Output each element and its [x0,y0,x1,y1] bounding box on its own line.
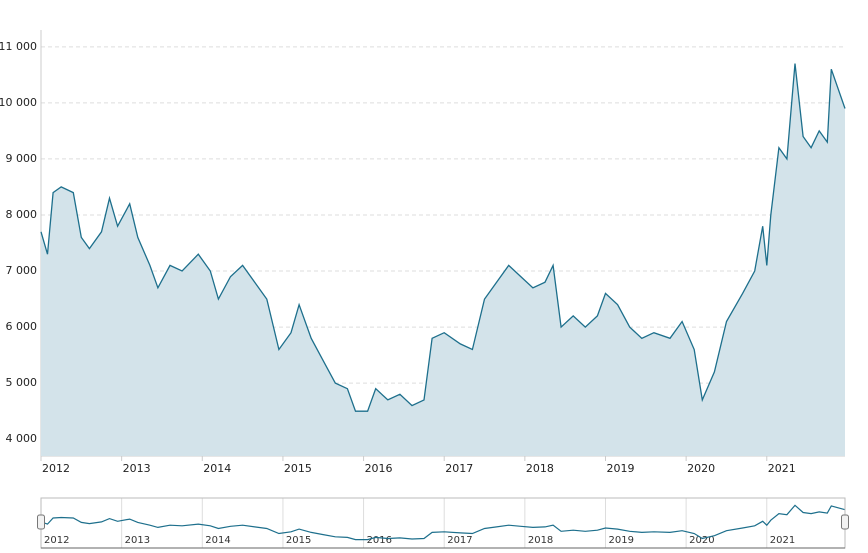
y-tick-label: 7 000 [6,264,38,277]
y-tick-label: 11 000 [0,40,37,53]
navigator-tick-label: 2021 [770,535,795,546]
navigator-handle[interactable] [37,514,45,530]
navigator-frame [40,497,846,549]
navigator-tick-label: 2019 [608,535,633,546]
navigator-tick-label: 2016 [367,535,392,546]
y-tick-label: 5 000 [6,376,38,389]
x-tick-label: 2020 [687,462,715,475]
navigator-handle[interactable] [841,514,849,530]
navigator-tick-label: 2015 [286,535,311,546]
x-tick-label: 2015 [284,462,312,475]
x-tick-label: 2012 [42,462,70,475]
navigator: 2012 2013 2014 2015 2016 2017 2018 2019 2020 2021 [37,497,849,549]
area-line [40,63,846,412]
x-tick-label: 2014 [203,462,231,475]
y-tick-label: 6 000 [6,320,38,333]
x-tick-label: 2017 [445,462,473,475]
x-tick-label: 2013 [123,462,151,475]
navigator-tick-label: 2018 [528,535,553,546]
navigator-tick-label: 2014 [205,535,230,546]
navigator-tick-label: 2013 [125,535,150,546]
x-tick-label: 2021 [768,462,796,475]
navigator-line [40,504,846,541]
y-tick-label: 4 000 [6,432,38,445]
x-tick-label: 2016 [365,462,393,475]
navigator-tick-label: 2012 [44,535,69,546]
y-tick-label: 9 000 [6,152,38,165]
area-fill [41,63,845,456]
navigator-tick-label: 2020 [689,535,714,546]
y-tick-label: 10 000 [0,96,37,109]
x-tick-label: 2018 [526,462,554,475]
navigator-tick-label: 2017 [447,535,472,546]
x-tick-label: 2019 [606,462,634,475]
y-tick-label: 8 000 [6,208,38,221]
